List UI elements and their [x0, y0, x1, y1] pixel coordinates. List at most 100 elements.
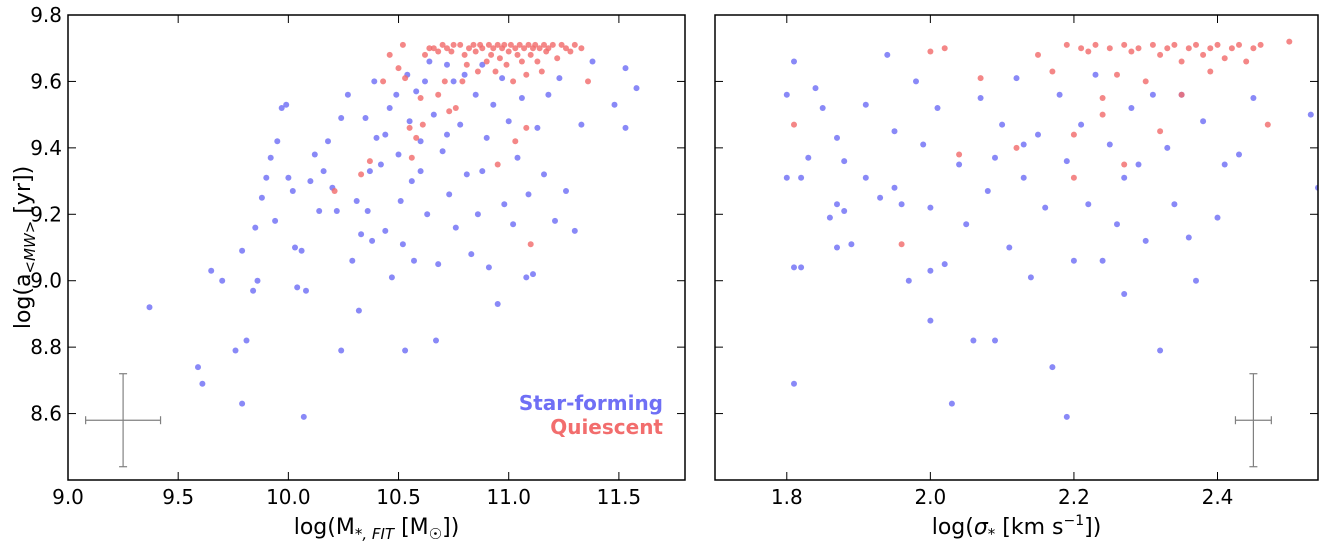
- data-point: [320, 168, 327, 175]
- x-axis-title-text: ]): [442, 515, 459, 540]
- data-point: [358, 171, 365, 178]
- data-point: [349, 257, 356, 264]
- data-point: [395, 65, 402, 72]
- data-point: [439, 41, 446, 48]
- data-point: [1157, 347, 1164, 354]
- data-point: [848, 241, 855, 248]
- data-point: [430, 111, 437, 118]
- data-point: [1085, 201, 1092, 208]
- data-point: [992, 337, 998, 344]
- data-point: [927, 204, 934, 211]
- y-tick-label: 9.0: [30, 269, 62, 293]
- data-point: [490, 101, 497, 108]
- data-point: [450, 41, 457, 48]
- data-point: [1006, 244, 1013, 251]
- data-point: [362, 115, 369, 121]
- data-point: [461, 71, 468, 78]
- data-point: [521, 45, 528, 52]
- data-point: [834, 201, 840, 208]
- data-point: [527, 241, 534, 248]
- y-axis-title-text: [yr]): [11, 166, 36, 221]
- data-point: [258, 194, 265, 201]
- x-axis-title-symbol: σ: [974, 515, 989, 540]
- data-point: [380, 78, 387, 85]
- data-point: [523, 124, 530, 131]
- data-point: [1099, 95, 1106, 101]
- data-point: [507, 41, 514, 48]
- data-point: [512, 45, 519, 52]
- data-point: [1114, 221, 1120, 228]
- data-point: [485, 264, 492, 271]
- data-point: [479, 45, 486, 52]
- error-bar: [1234, 373, 1272, 468]
- x-tick-label: 1.8: [771, 485, 803, 509]
- data-point: [430, 45, 437, 52]
- data-point: [611, 101, 618, 108]
- data-point: [1078, 45, 1085, 52]
- data-point: [538, 68, 545, 75]
- data-point: [1013, 144, 1020, 151]
- data-point: [474, 211, 481, 218]
- data-point: [395, 151, 402, 158]
- data-point: [541, 171, 547, 178]
- data-point: [1236, 41, 1242, 48]
- data-point: [452, 105, 459, 111]
- data-point: [841, 158, 848, 165]
- data-point: [1042, 204, 1049, 211]
- x-axis-title-subscript: *: [988, 525, 996, 542]
- data-point: [1200, 51, 1207, 58]
- data-point: [419, 121, 426, 128]
- data-point: [554, 55, 561, 62]
- data-point: [791, 264, 797, 271]
- data-point: [518, 95, 525, 101]
- data-point: [466, 45, 472, 52]
- data-point: [585, 78, 591, 85]
- data-point: [1142, 78, 1149, 85]
- data-point: [563, 188, 569, 194]
- x-tick-label: 2.2: [1058, 485, 1090, 509]
- data-point: [393, 91, 400, 98]
- data-point: [1193, 41, 1199, 48]
- data-point: [411, 257, 417, 264]
- data-point: [377, 161, 384, 168]
- data-point: [1027, 274, 1034, 281]
- data-point: [501, 201, 508, 208]
- data-point: [1121, 291, 1128, 297]
- data-point: [791, 121, 797, 128]
- data-point: [457, 41, 464, 48]
- data-point: [1099, 111, 1106, 118]
- data-point: [1200, 118, 1207, 125]
- data-point: [232, 347, 239, 354]
- data-point: [1178, 91, 1185, 98]
- data-point: [292, 244, 298, 251]
- data-point: [252, 224, 259, 231]
- data-point: [1020, 141, 1027, 148]
- data-point: [250, 287, 257, 294]
- data-point: [239, 400, 246, 407]
- data-point: [298, 247, 305, 254]
- data-point: [371, 78, 378, 85]
- data-point: [545, 45, 552, 52]
- y-tick-label: 9.8: [30, 3, 62, 27]
- data-point: [927, 48, 934, 55]
- data-point: [558, 41, 565, 48]
- data-point: [512, 138, 519, 145]
- x-tick-label: 9.0: [52, 485, 84, 509]
- x-tick-label: 9.5: [162, 485, 194, 509]
- y-tick-label: 8.8: [30, 335, 62, 359]
- data-point: [494, 161, 501, 168]
- data-point: [791, 380, 797, 387]
- data-point: [1121, 174, 1128, 181]
- data-point: [499, 75, 506, 82]
- x-axis-title-text: log(: [932, 515, 974, 540]
- data-point: [1207, 68, 1214, 75]
- data-point: [505, 118, 512, 125]
- data-point: [1236, 151, 1242, 158]
- data-point: [1063, 413, 1070, 420]
- data-point: [468, 251, 475, 258]
- data-point: [388, 274, 395, 281]
- data-point: [450, 78, 457, 85]
- data-point: [783, 91, 790, 98]
- data-point: [472, 48, 479, 55]
- data-point: [366, 158, 373, 165]
